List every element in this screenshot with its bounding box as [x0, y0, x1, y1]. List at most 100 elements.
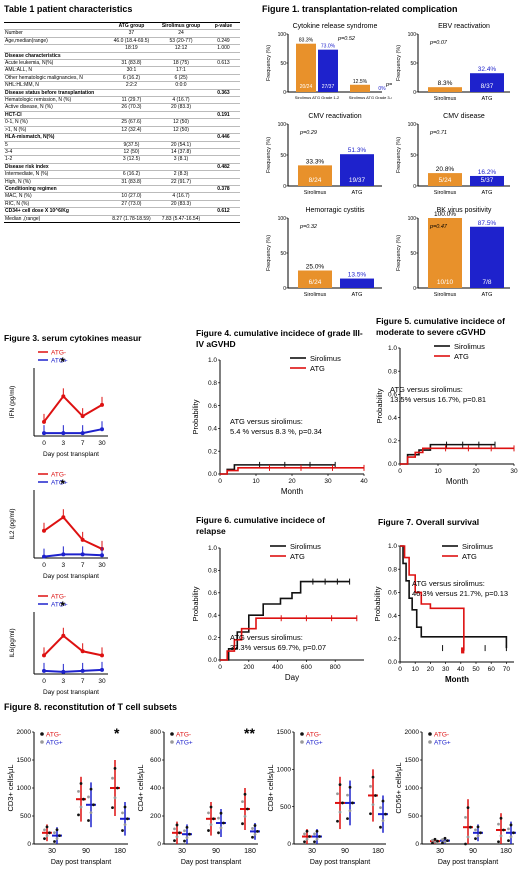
table-cell: >1, N (%): [4, 125, 108, 134]
table-cell: 0.378: [206, 184, 240, 193]
legend-label: ATG+: [51, 358, 68, 365]
figure-7-title: Figure 7. Overall survival: [378, 517, 480, 527]
data-point: [479, 831, 482, 835]
table-cell: Median ,(range): [4, 214, 108, 223]
bar-count-label: 7/8: [482, 279, 491, 286]
table-cell: 12 (50): [107, 147, 156, 156]
legend-label: ATG+: [51, 480, 68, 487]
chart-title: CMV reactivation: [308, 113, 361, 120]
data-point: [183, 839, 186, 843]
y-tick-label: 0.2: [388, 636, 397, 643]
data-point: [474, 837, 477, 841]
survival-curve: [400, 447, 514, 465]
data-point: [82, 797, 85, 801]
data-point: [42, 668, 46, 673]
table-cell: 10 (27.0): [107, 192, 156, 201]
data-point: [346, 817, 349, 821]
data-point: [379, 806, 382, 809]
table-cell: Disease status before transplantation: [4, 88, 108, 97]
bar-count-label: 6/24: [309, 279, 322, 286]
table-row: NHL:HL:MM, N 2:2:2 0:0:0: [4, 81, 240, 90]
legend-marker: [40, 732, 44, 736]
data-point: [100, 402, 104, 407]
data-point: [338, 783, 342, 787]
data-point: [497, 840, 500, 844]
y-tick-label: 800: [150, 729, 161, 736]
y-tick-label: 0.6: [208, 403, 217, 410]
legend-label: ATG-: [306, 732, 321, 739]
table-cell: [206, 177, 240, 186]
x-tick-label: 180: [244, 848, 256, 855]
survival-curve: [220, 617, 357, 661]
data-point: [348, 809, 352, 813]
table-row: Disease status before transplantation 0.3…: [4, 88, 240, 97]
chart-cytokine-release-syndrome: Cytokine release syndrome Frequency (%) 0 5…: [266, 23, 392, 100]
data-point: [431, 838, 434, 842]
y-tick-label: 2000: [405, 729, 420, 736]
x-tick-label: 200: [243, 664, 254, 671]
data-point: [217, 816, 220, 820]
series-line: [44, 428, 103, 435]
table-row: Active disease, N (%) 26 (70.3) 20 (83.3): [4, 103, 240, 112]
x-tick-label: 90: [212, 848, 220, 855]
table-cell: [155, 162, 207, 171]
table-cell: 53 (20-77): [155, 36, 207, 45]
table-cell: 0.612: [206, 207, 240, 216]
y-tick-label: 500: [280, 804, 291, 811]
y-tick-label: 100: [408, 122, 417, 128]
table-cell: 12 (50): [155, 125, 207, 134]
data-point: [305, 829, 309, 833]
data-point: [175, 835, 179, 839]
table-cell: 18 (75): [155, 59, 207, 67]
data-point: [42, 419, 46, 424]
table-row: 3-4 12 (50) 14 (37.8): [4, 147, 240, 156]
data-point: [87, 795, 90, 799]
x-tick-label: 3: [62, 562, 66, 569]
legend-label: Sirolimus: [454, 342, 485, 351]
data-point: [188, 832, 191, 836]
x-tick-label: 20: [427, 666, 435, 673]
series-line: [43, 553, 103, 558]
figure-4-title: Figure 4. cumulative incidece of grade I…: [196, 328, 363, 349]
table-row: 18:19 12:12 1.000: [4, 44, 240, 53]
table-cell: [206, 214, 240, 223]
x-tick-label: 600: [301, 664, 312, 671]
data-point: [338, 810, 342, 814]
y-tick-label: 1.0: [208, 357, 217, 364]
y-tick-label: 0: [413, 90, 416, 96]
bar: [296, 43, 316, 92]
bar-percent-label: 32.4%: [478, 66, 497, 73]
x-axis-label: Day: [285, 673, 299, 682]
data-point: [207, 829, 210, 832]
table-row: High, N (%) 31 (83.8) 22 (91.7): [4, 177, 240, 186]
x-axis-label: Day post transplant: [43, 573, 99, 580]
table-cell: [107, 51, 156, 60]
data-point: [499, 834, 503, 838]
bar-count-label: 27/37: [322, 84, 335, 90]
data-point: [79, 805, 83, 809]
data-point: [123, 823, 127, 827]
chart-title: CMV disease: [443, 113, 485, 120]
table-cell: Intermediate, N (%): [4, 170, 108, 179]
table-cell: RIC, N (%): [4, 199, 108, 208]
y-tick-label: 0.4: [388, 415, 397, 422]
data-point: [126, 817, 129, 821]
data-point: [48, 831, 51, 835]
data-point: [209, 823, 213, 827]
table-cell: Other hematologic malignancies, N: [4, 73, 108, 82]
series-line: [43, 394, 103, 423]
table-cell: 3 (12.5): [107, 155, 156, 164]
table-cell: [206, 125, 240, 134]
annotation-text: 46.3% versus 21.7%, p=0.13: [412, 589, 508, 598]
bar-count-label: 19/37: [349, 177, 366, 184]
table-cell: 46.0 (18.4-69.5): [107, 36, 156, 45]
chart-overall-survival: 0 10 20 30 40 50 60 70 0.0 0.2 0.4 0.6 0.8 1.0 Probabi…: [373, 542, 514, 684]
table-cell: [206, 199, 240, 208]
legend-label: ATG+: [434, 740, 451, 747]
data-point: [207, 811, 210, 815]
data-point: [369, 784, 372, 788]
bar-percent-label: 33.3%: [306, 158, 325, 165]
table-cell: [155, 51, 207, 60]
data-point: [111, 806, 114, 809]
